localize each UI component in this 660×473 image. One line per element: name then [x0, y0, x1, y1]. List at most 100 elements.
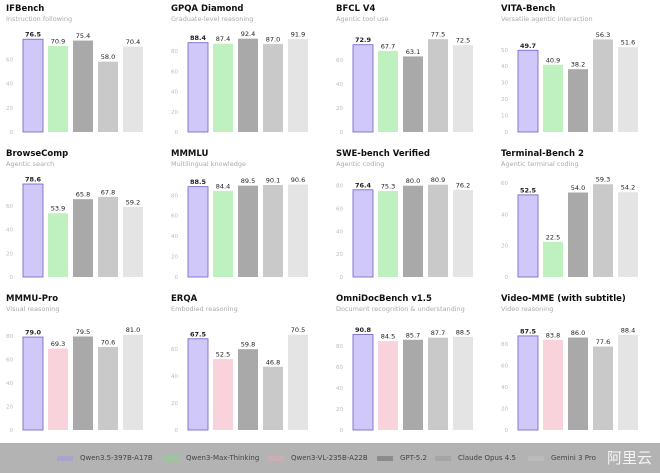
- y-tick-label: 60: [501, 363, 508, 369]
- y-tick-label: 40: [171, 374, 178, 380]
- legend-label: Qwen3.5-397B-A17B: [80, 454, 153, 462]
- y-tick-label: 20: [501, 406, 508, 412]
- y-tick-label: 20: [501, 97, 508, 103]
- y-tick-label: 40: [6, 82, 13, 88]
- bar-value-label: 88.5: [190, 178, 207, 186]
- bar-value-label: 81.0: [126, 326, 140, 334]
- bar-value-label: 76.2: [456, 182, 470, 190]
- chart-subtitle: Instruction following: [6, 15, 73, 23]
- bar: [378, 50, 398, 132]
- bar-value-label: 67.8: [101, 188, 115, 196]
- y-tick-label: 40: [336, 82, 343, 88]
- bar-chart: 0 20 40 60 72.9 67.7 63.1 77.5 72.5: [336, 31, 473, 136]
- bar-value-label: 40.9: [546, 56, 560, 64]
- chart-panel: 0 20 40 60 80 88.5 84.4 89.5 90.1 90.6 MMMLU Multil…: [165, 145, 330, 290]
- bar-value-label: 51.6: [621, 39, 635, 47]
- chart-subtitle: Visual reasoning: [6, 305, 60, 313]
- y-tick-label: 0: [340, 275, 344, 281]
- y-tick-label: 60: [171, 347, 178, 353]
- y-tick-label: 40: [171, 90, 178, 96]
- bar-value-label: 56.3: [596, 31, 610, 39]
- y-tick-label: 0: [175, 275, 179, 281]
- legend-item: Claude Opus 4.5: [435, 443, 516, 473]
- chart-subtitle: Versatile agentic interaction: [501, 15, 593, 23]
- chart-panel: 0 20 40 60 80 76.4 75.3 80.0 80.9 76.2 SWE-bench V…: [330, 145, 495, 290]
- chart-panel: 0 10 20 30 40 50 49.7 40.9 38.2 56.3 51.6 VITA-Benc…: [495, 0, 660, 145]
- chart-panel: 0 20 40 60 72.9 67.7 63.1 77.5 72.5 BFCL V4 Agenti…: [330, 0, 495, 145]
- bar: [403, 339, 423, 430]
- bar: [187, 338, 209, 431]
- bar-chart: 0 20 40 60 76.5 70.9 75.4 58.0 70.4: [6, 31, 143, 136]
- legend-label: Gemini 3 Pro: [551, 454, 596, 462]
- y-tick-label: 60: [336, 207, 343, 213]
- y-tick-label: 80: [171, 49, 178, 55]
- chart-subtitle: Document recognition & understanding: [336, 305, 465, 313]
- bar-value-label: 79.0: [25, 329, 42, 337]
- y-tick-label: 0: [10, 130, 14, 136]
- bar: [428, 184, 448, 277]
- bar: [238, 38, 258, 133]
- y-tick-label: 20: [6, 106, 13, 112]
- bar: [73, 40, 93, 132]
- bar-value-label: 72.5: [456, 37, 470, 45]
- y-tick-label: 60: [501, 181, 508, 187]
- bar: [568, 337, 588, 430]
- bar-value-label: 65.8: [76, 191, 90, 199]
- bar: [517, 49, 539, 133]
- bar: [453, 190, 473, 277]
- y-tick-label: 10: [501, 114, 508, 120]
- bar: [48, 348, 68, 430]
- y-tick-label: 20: [6, 251, 13, 257]
- bar: [213, 359, 233, 430]
- bar-value-label: 54.2: [621, 184, 635, 192]
- bar-chart: 0 20 40 60 80 76.4 75.3 80.0 80.9 76.2: [336, 176, 473, 281]
- bar-value-label: 80.9: [431, 176, 445, 184]
- bar: [517, 335, 539, 431]
- bar-value-label: 70.6: [101, 338, 115, 346]
- chart-subtitle: Agentic coding: [336, 160, 385, 168]
- bar: [568, 69, 588, 132]
- y-tick-label: 20: [6, 404, 13, 410]
- chart-title: OmniDocBench v1.5: [336, 294, 432, 304]
- bar: [593, 346, 613, 430]
- bar: [352, 333, 374, 431]
- chart-panel: 0 20 40 60 80 87.5 83.8 86.0 77.6 88.4 Video-MME (…: [495, 290, 660, 443]
- bar-value-label: 90.1: [266, 177, 280, 185]
- y-tick-label: 60: [6, 57, 13, 63]
- bar-chart: 0 20 40 60 80 88.5 84.4 89.5 90.1 90.6: [171, 176, 308, 281]
- bar-chart: 0 20 40 60 80 90.8 84.5 85.7 87.7 88.5: [336, 326, 473, 434]
- bar-value-label: 59.3: [596, 176, 610, 184]
- bar-value-label: 75.3: [381, 183, 395, 191]
- y-tick-label: 0: [10, 428, 14, 434]
- bar-value-label: 83.8: [546, 331, 560, 339]
- y-tick-label: 80: [6, 334, 13, 340]
- legend-label: Qwen3-VL-235B-A22B: [291, 454, 368, 462]
- bar-value-label: 63.1: [406, 48, 420, 56]
- bar-value-label: 78.6: [25, 176, 42, 184]
- y-tick-label: 60: [6, 357, 13, 363]
- bar: [543, 339, 563, 430]
- bar: [403, 56, 423, 132]
- bar: [22, 183, 44, 278]
- chart-title: BrowseComp: [6, 149, 69, 159]
- bar: [352, 189, 374, 278]
- bar-value-label: 91.9: [291, 31, 305, 39]
- bar: [288, 39, 308, 132]
- bar-value-label: 52.5: [216, 351, 230, 359]
- bar: [618, 192, 638, 277]
- bar-value-label: 88.4: [190, 34, 207, 42]
- bar-value-label: 58.0: [101, 53, 115, 61]
- legend-item: Gemini 3 Pro: [528, 443, 596, 473]
- chart-subtitle: Video reasoning: [501, 305, 554, 313]
- y-tick-label: 20: [171, 255, 178, 261]
- bar-value-label: 88.4: [621, 326, 635, 334]
- bar: [213, 190, 233, 277]
- bar-value-label: 59.2: [126, 198, 140, 206]
- y-tick-label: 20: [171, 401, 178, 407]
- bar: [288, 184, 308, 277]
- chart-subtitle: Embodied reasoning: [171, 305, 238, 313]
- y-tick-label: 80: [171, 193, 178, 199]
- legend-swatch: [435, 455, 451, 461]
- watermark-logo: 阿里云: [606, 449, 652, 467]
- bar-value-label: 54.0: [571, 184, 585, 192]
